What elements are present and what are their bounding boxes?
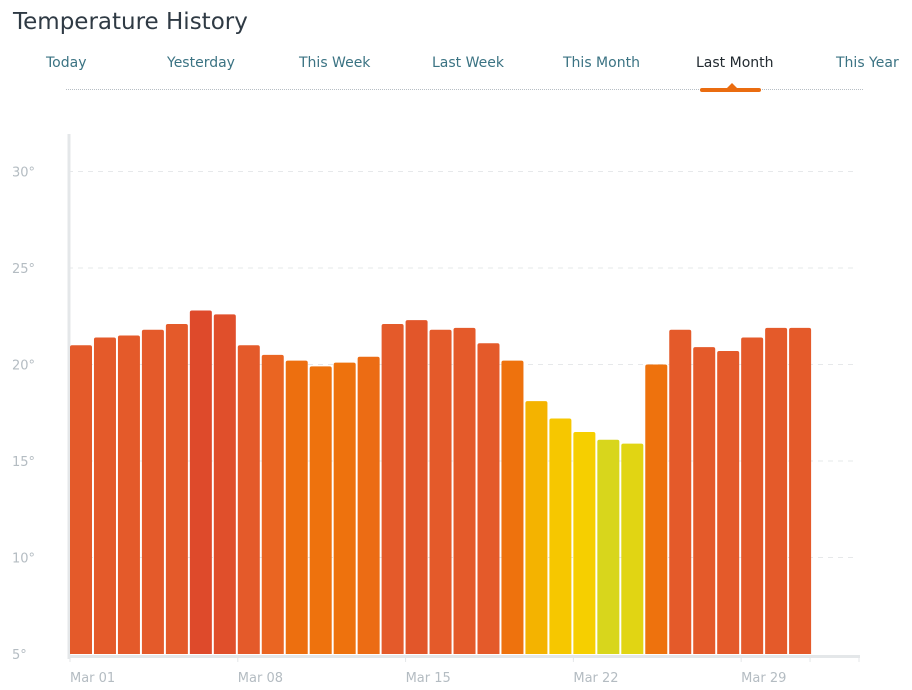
- y-tick-label: 10°: [12, 552, 35, 567]
- bar-mar-29: [741, 337, 764, 654]
- x-tick-label: Mar 08: [238, 671, 283, 686]
- bar-mar-17: [453, 327, 476, 654]
- y-tick-label: 25°: [12, 262, 35, 277]
- bar-mar-26: [669, 329, 692, 654]
- bar-mar-09: [261, 354, 284, 654]
- bar-mar-21: [549, 418, 572, 654]
- bar-mar-25: [645, 364, 668, 654]
- bar-mar-04: [141, 329, 164, 654]
- tab-last-month[interactable]: Last Month: [696, 55, 774, 71]
- bar-mar-10: [285, 360, 308, 654]
- period-tabs: Today Yesterday This Week Last Week This…: [0, 52, 912, 92]
- bar-mar-28: [717, 350, 740, 654]
- bar-mar-15: [405, 320, 428, 654]
- bar-mar-11: [309, 366, 332, 654]
- bar-mar-12: [333, 362, 356, 654]
- bar-mar-06: [189, 310, 212, 654]
- bar-mar-22: [573, 432, 596, 654]
- bar-mar-27: [693, 347, 716, 654]
- bar-mar-23: [597, 439, 620, 654]
- bar-mar-24: [621, 443, 644, 654]
- bar-mar-20: [525, 401, 548, 654]
- x-tick-label: Mar 29: [741, 671, 786, 686]
- active-tab-caret: [727, 83, 737, 88]
- tab-divider: [66, 89, 863, 90]
- bar-mar-05: [165, 323, 188, 654]
- bar-mar-31: [789, 327, 812, 654]
- y-tick-label: 15°: [12, 455, 35, 470]
- y-tick-label: 5°: [12, 648, 27, 663]
- bar-mar-19: [501, 360, 524, 654]
- bar-mar-01: [70, 345, 92, 654]
- x-tick-label: Mar 22: [573, 671, 618, 686]
- bar-mar-02: [93, 337, 116, 654]
- bar-mar-18: [477, 343, 500, 654]
- y-tick-label: 30°: [12, 166, 35, 181]
- bar-mar-16: [429, 329, 452, 654]
- bar-mar-30: [765, 327, 788, 654]
- page-title: Temperature History: [13, 9, 248, 35]
- bar-mar-14: [381, 323, 404, 654]
- tab-today[interactable]: Today: [46, 55, 87, 71]
- bar-mar-07: [213, 314, 236, 654]
- active-tab-indicator: [700, 88, 761, 92]
- y-tick-label: 20°: [12, 359, 35, 374]
- tab-this-year[interactable]: This Year: [836, 55, 899, 71]
- x-tick-label: Mar 01: [70, 671, 115, 686]
- bar-mar-03: [117, 335, 140, 654]
- tab-this-week[interactable]: This Week: [299, 55, 371, 71]
- bar-mar-08: [237, 345, 260, 654]
- tab-this-month[interactable]: This Month: [563, 55, 640, 71]
- x-tick-label: Mar 15: [406, 671, 451, 686]
- bar-mar-13: [357, 356, 380, 654]
- tab-yesterday[interactable]: Yesterday: [167, 55, 235, 71]
- tab-last-week[interactable]: Last Week: [432, 55, 504, 71]
